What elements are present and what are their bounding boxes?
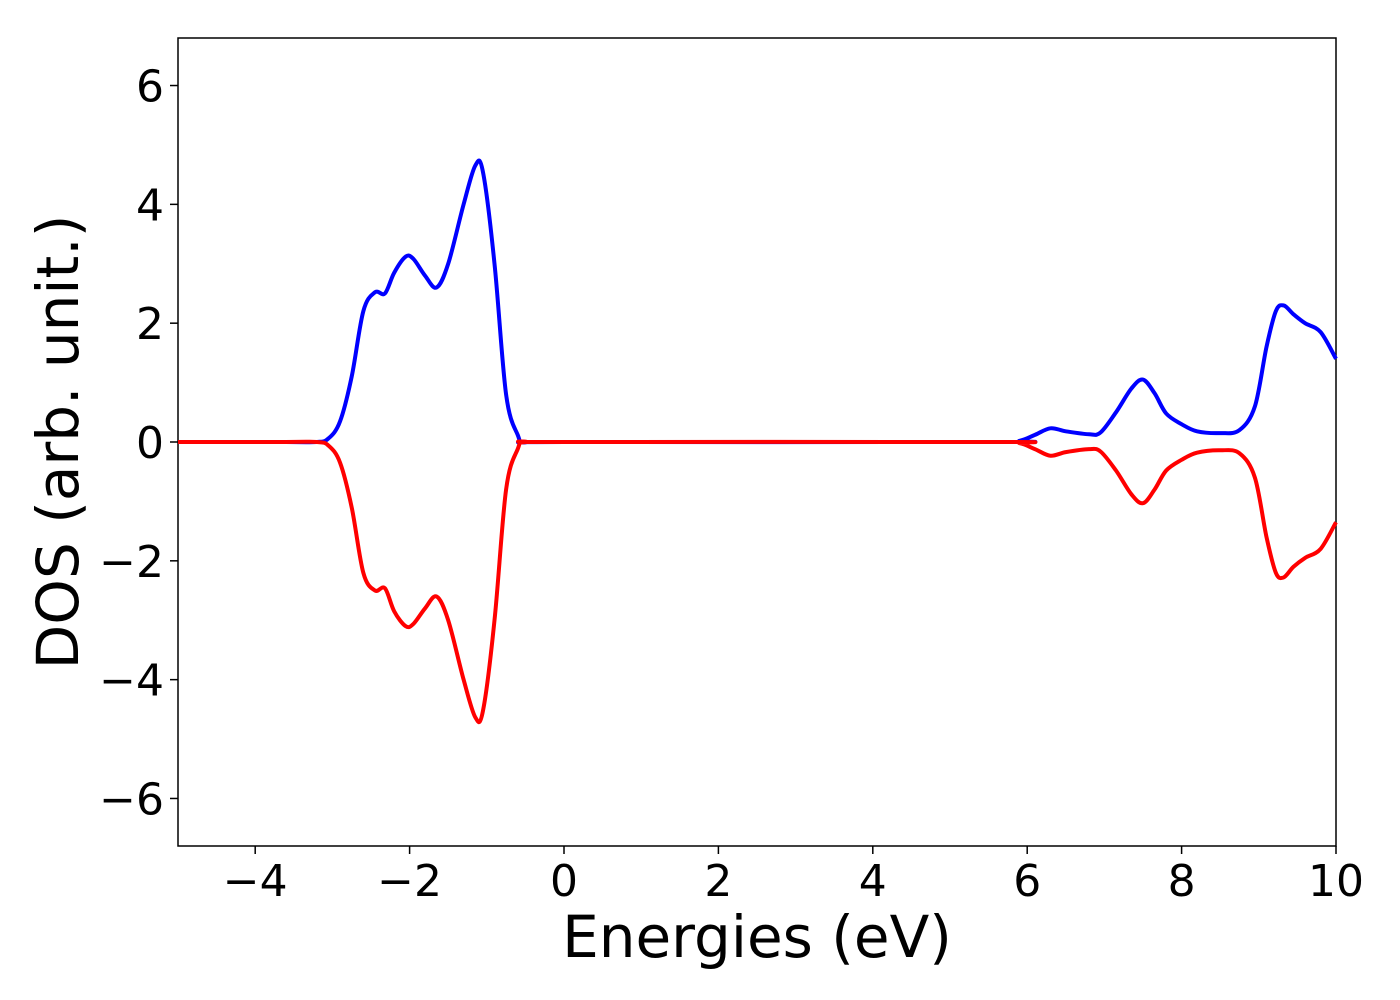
x-tick-label: 2	[704, 856, 732, 907]
y-tick-label: −6	[99, 774, 164, 825]
x-tick-label: 8	[1168, 856, 1196, 907]
y-tick-label: 4	[136, 180, 164, 231]
x-axis-label: Energies (eV)	[562, 903, 952, 971]
series-layer	[178, 158, 1338, 725]
y-tick-label: 6	[136, 62, 164, 113]
series-line-spin-down	[178, 439, 1338, 725]
x-tick-label: −4	[223, 856, 288, 907]
y-tick-label: −4	[99, 656, 164, 707]
y-tick-label: −2	[99, 537, 164, 588]
ticks-layer: −4 −2 0 2 4 6 8 10 −6 −4 −2 0 2 4 6	[99, 62, 1364, 907]
x-tick-label: 10	[1308, 856, 1364, 907]
y-tick-label: 0	[136, 418, 164, 469]
x-tick-label: 0	[550, 856, 578, 907]
y-axis-label: DOS (arb. unit.)	[24, 215, 92, 670]
series-line-spin-up	[178, 158, 1338, 445]
x-tick-label: −2	[377, 856, 442, 907]
y-tick-label: 2	[136, 299, 164, 350]
x-tick-label: 6	[1013, 856, 1041, 907]
x-tick-label: 4	[859, 856, 887, 907]
